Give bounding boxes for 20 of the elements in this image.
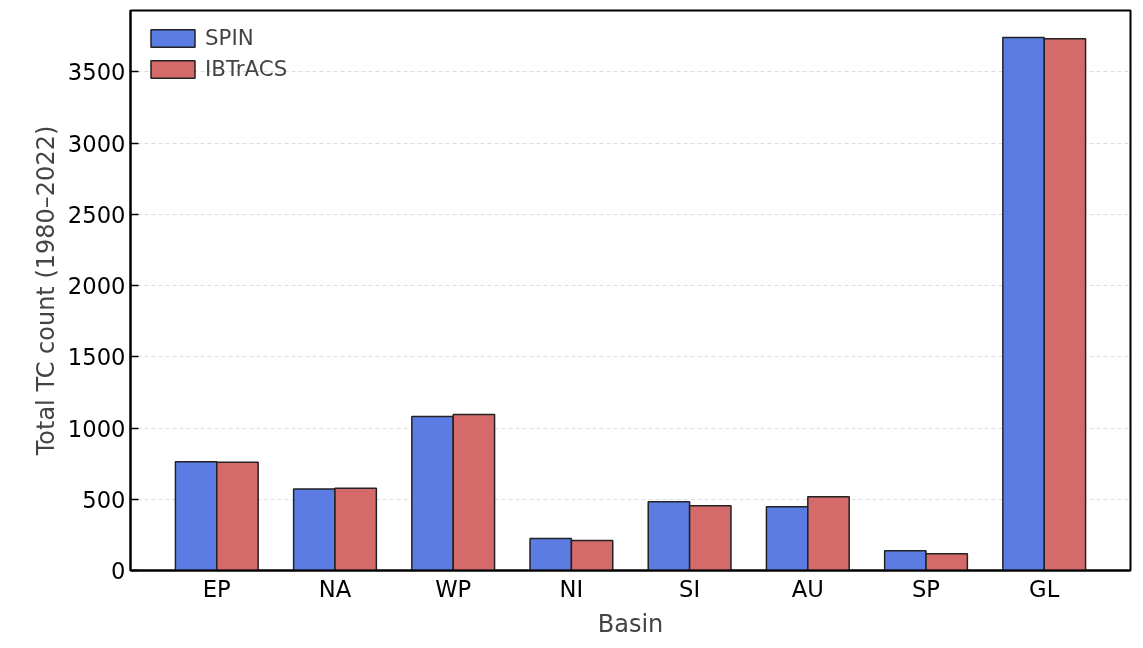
- legend-label: SPIN: [205, 25, 254, 50]
- y-tick-label: 3500: [67, 59, 126, 86]
- x-tick-label: NI: [559, 575, 584, 602]
- y-axis-title: Total TC count (1980–2022): [31, 125, 60, 457]
- x-tick-label: SI: [679, 575, 701, 602]
- x-tick-label: EP: [202, 575, 231, 602]
- x-tick-label: NA: [318, 575, 352, 602]
- y-tick-label: 3000: [67, 130, 126, 157]
- y-tick-label: 1500: [67, 344, 126, 371]
- y-tick-label: 2500: [67, 201, 126, 228]
- x-axis-title: Basin: [597, 609, 664, 638]
- x-tick-label: GL: [1029, 575, 1060, 602]
- y-tick-label: 2000: [67, 273, 126, 300]
- y-tick-label: 0: [111, 558, 126, 584]
- x-tick-label: SP: [911, 575, 941, 602]
- y-tick-label: 1000: [67, 415, 126, 442]
- x-tick-label: AU: [791, 575, 824, 602]
- x-tick-label: WP: [435, 575, 472, 602]
- legend-label: IBTrACS: [205, 56, 288, 81]
- y-tick-label: 500: [82, 486, 126, 513]
